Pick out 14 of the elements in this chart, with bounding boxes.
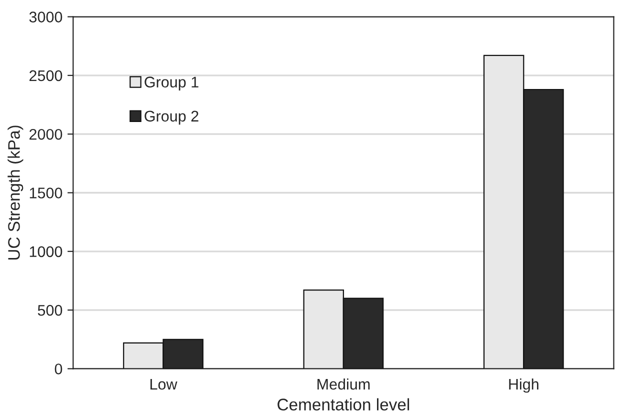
x-tick-label: Low bbox=[150, 379, 178, 390]
legend-label: Group 2 bbox=[144, 110, 198, 125]
y-tick-label: 2000 bbox=[30, 128, 62, 140]
x-tick-label: High bbox=[509, 378, 538, 393]
y-tick-label: 2500 bbox=[30, 70, 62, 82]
y-tick-label: 0 bbox=[54, 364, 62, 374]
y-tick-label: 1500 bbox=[30, 188, 62, 198]
x-tick-label: Medium bbox=[318, 378, 370, 390]
y-tick-label: 1000 bbox=[30, 246, 62, 258]
x-axis-title: Cementation level bbox=[278, 398, 410, 410]
y-axis-title: UC Strength (kPa) bbox=[8, 126, 24, 260]
legend-label: Group 1 bbox=[144, 76, 198, 91]
y-tick-label: 500 bbox=[38, 304, 62, 316]
y-tick-label: 3000 bbox=[29, 12, 62, 22]
